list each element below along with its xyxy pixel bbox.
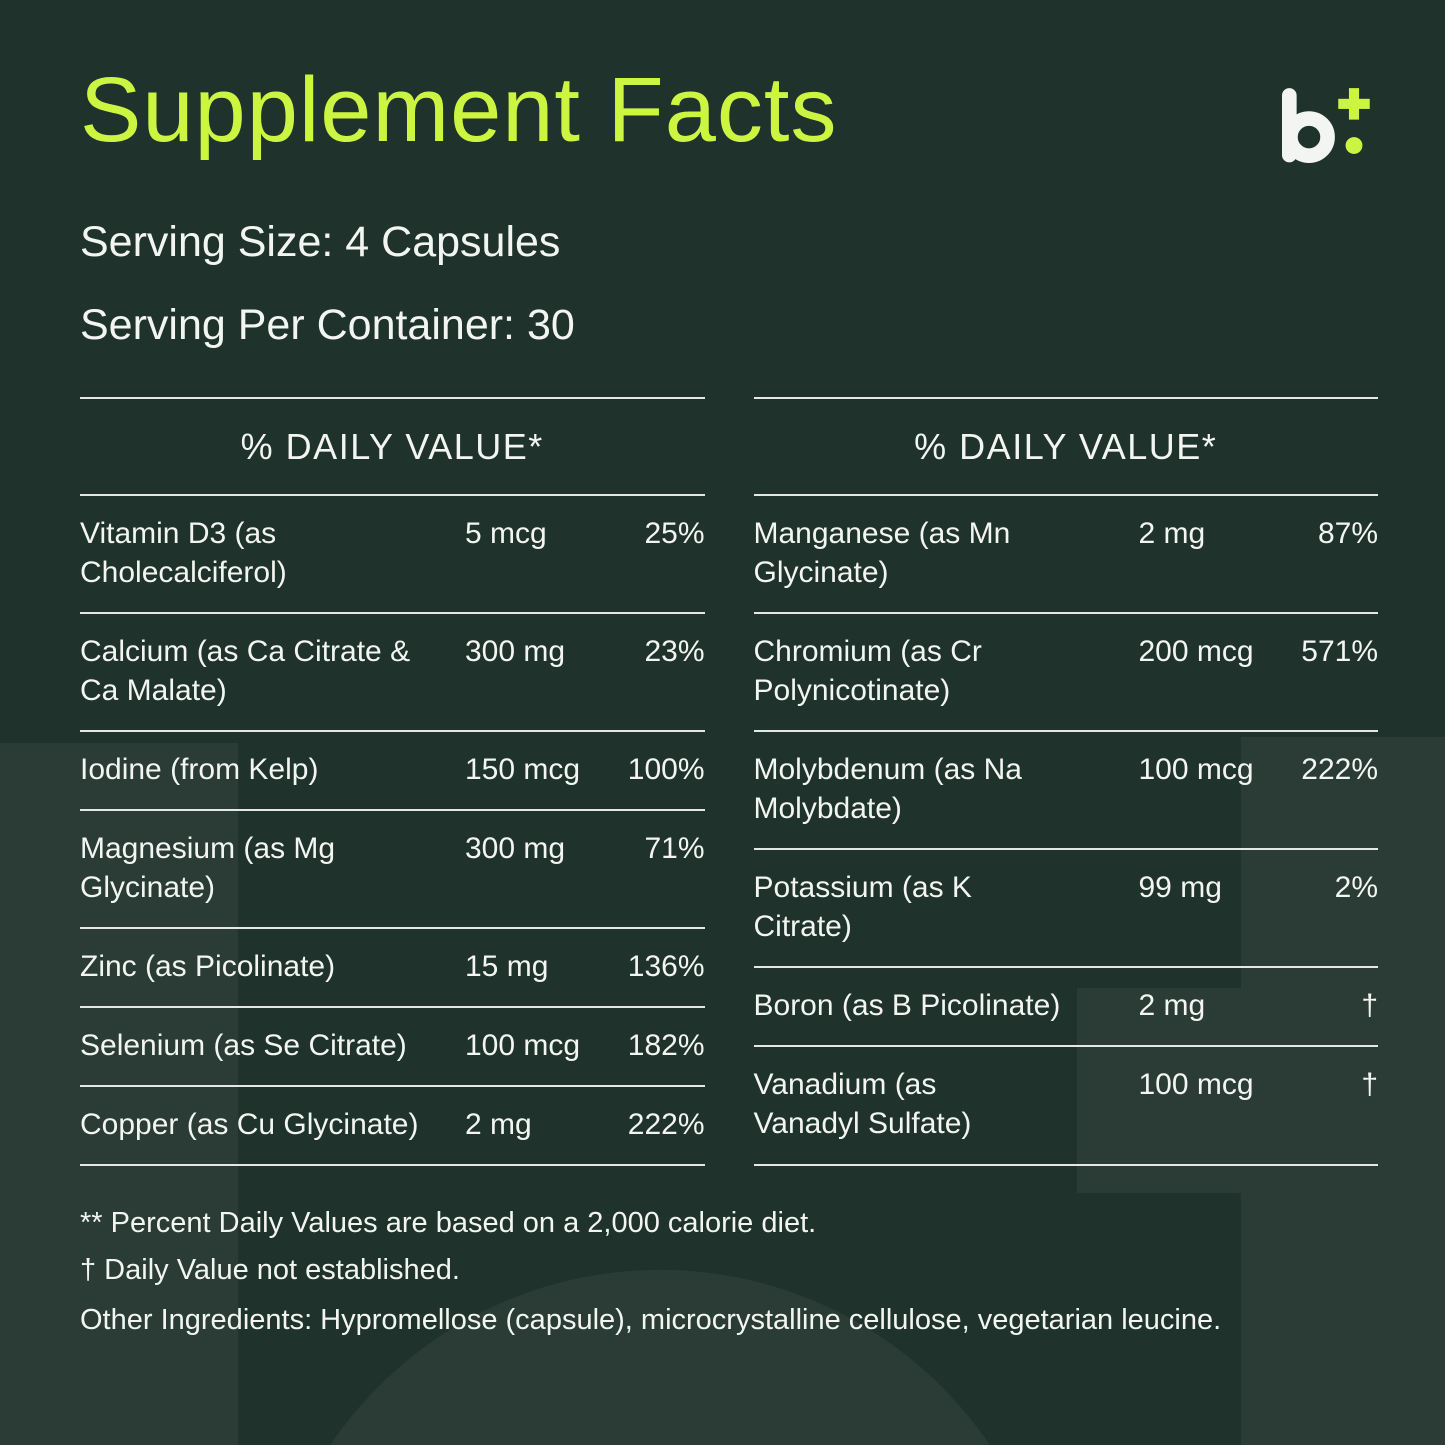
nutrient-dv: 2% [1334,870,1378,904]
daily-value-not-established-note: † Daily Value not established. [80,1253,460,1286]
serving-size: Serving Size: 4 Capsules [80,217,561,266]
nutrient-name: Boron (as B Picolinate) [753,988,1061,1022]
nutrient-amount: 300 mg [465,634,566,668]
nutrient-amount: 2 mg [1138,988,1206,1022]
other-ingredients-note: Other Ingredients: Hypromellose (capsule… [80,1303,1222,1336]
nutrient-amount: 150 mcg [465,752,581,786]
table-row: Vitamin D3 (as Cholecalciferol) 5 mcg 25… [80,496,705,612]
nutrient-amount: 2 mg [465,1107,532,1141]
nutrient-dv: † [1361,1067,1378,1101]
nutrient-name: Molybdenum (as Na Molybdate) [753,752,1022,825]
nutrient-name: Selenium (as Se Citrate) [80,1028,407,1062]
nutrient-dv: 136% [627,949,705,983]
footnotes: ** Percent Daily Values are based on a 2… [80,1206,1378,1337]
table-row: Zinc (as Picolinate) 15 mg 136% [80,926,705,1006]
nutrient-amount: 100 mcg [1138,752,1254,786]
table-row: Magnesium (as Mg Glycinate) 300 mg 71% [80,808,705,927]
nutrient-name: Zinc (as Picolinate) [80,949,336,983]
table-row: Potassium (as K Citrate) 99 mg 2% [753,847,1378,966]
table-row: Boron (as B Picolinate) 2 mg † [753,965,1378,1045]
serving-info: Serving Size: 4 Capsules Serving Per Con… [80,217,1378,349]
nutrient-amount: 100 mcg [465,1028,581,1062]
table-row: Copper (as Cu Glycinate) 2 mg 222% [80,1084,705,1164]
serving-per-container: Serving Per Container: 30 [80,300,575,349]
percent-daily-value-note: ** Percent Daily Values are based on a 2… [80,1206,817,1239]
nutrient-name: Iodine (from Kelp) [80,752,319,786]
nutrient-dv: 222% [1301,752,1378,786]
daily-value-header: % DAILY VALUE* [80,399,705,496]
nutrient-amount: 2 mg [1138,516,1206,550]
table-row: Calcium (as Ca Citrate & Ca Malate) 300 … [80,611,705,730]
table-row: Vanadium (as Vanadyl Sulfate) 100 mcg † [753,1044,1378,1163]
facts-table-right: % DAILY VALUE* Manganese (as Mn Glycinat… [753,396,1379,1166]
nutrient-dv: 100% [627,752,705,786]
nutrient-amount: 5 mcg [465,516,547,550]
page-title: Supplement Facts [80,59,838,161]
nutrient-amount: 99 mg [1138,870,1222,904]
facts-table-left: % DAILY VALUE* Vitamin D3 (as Cholecalci… [80,396,705,1166]
table-row: Manganese (as Mn Glycinate) 2 mg 87% [754,496,1379,612]
nutrient-name: Vanadium (as Vanadyl Sulfate) [753,1067,972,1140]
nutrient-dv: 182% [627,1028,705,1062]
brand-logo-icon [1282,88,1370,163]
nutrient-dv: 23% [644,634,705,668]
nutrient-dv: 222% [627,1107,705,1141]
nutrient-name: Vitamin D3 (as Cholecalciferol) [80,516,287,589]
nutrient-name: Magnesium (as Mg Glycinate) [80,831,336,904]
table-row: Selenium (as Se Citrate) 100 mcg 182% [80,1005,705,1085]
nutrient-name: Calcium (as Ca Citrate & Ca Malate) [80,634,411,707]
nutrient-amount: 300 mg [465,831,566,865]
facts-tables: % DAILY VALUE* Vitamin D3 (as Cholecalci… [80,396,1379,1166]
nutrient-dv: 571% [1301,634,1378,668]
nutrient-name: Copper (as Cu Glycinate) [80,1107,419,1141]
nutrient-dv: † [1361,988,1378,1022]
table-row: Chromium (as Cr Polynicotinate) 200 mcg … [753,611,1378,730]
table-row: Iodine (from Kelp) 150 mcg 100% [80,729,705,809]
nutrient-amount: 200 mcg [1138,634,1254,668]
nutrient-amount: 100 mcg [1138,1067,1254,1101]
nutrient-dv: 25% [644,516,705,550]
daily-value-header: % DAILY VALUE* [753,399,1378,496]
nutrient-name: Chromium (as Cr Polynicotinate) [753,634,982,707]
nutrient-dv: 71% [644,831,705,865]
table-row: Molybdenum (as Na Molybdate) 100 mcg 222… [753,729,1378,848]
nutrient-amount: 15 mg [465,949,549,983]
nutrient-name: Potassium (as K Citrate) [753,870,972,943]
nutrient-dv: 87% [1317,516,1378,550]
nutrient-name: Manganese (as Mn Glycinate) [753,516,1011,589]
